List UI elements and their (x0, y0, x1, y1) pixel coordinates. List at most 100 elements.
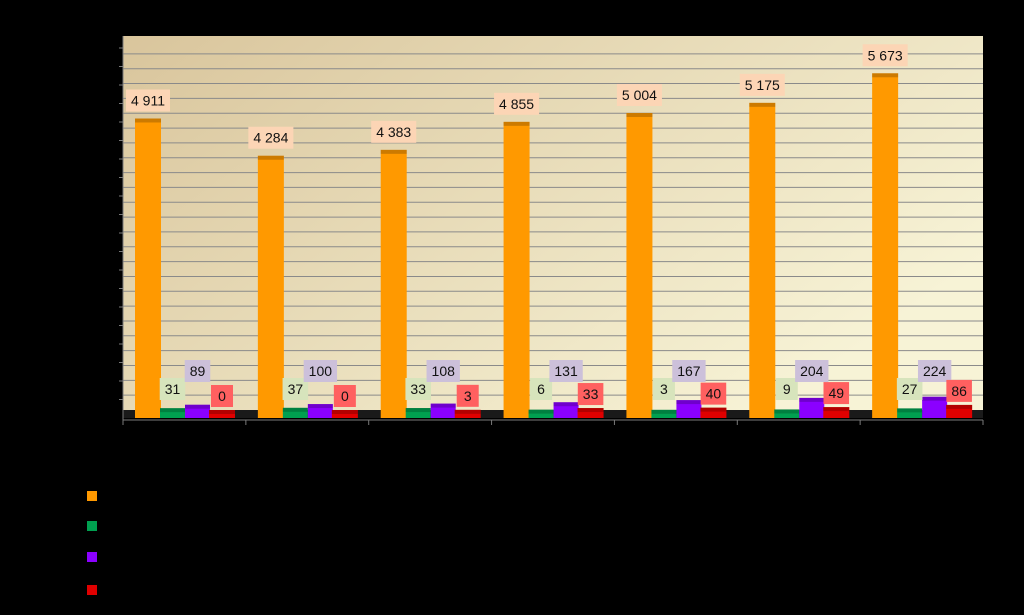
data-label: 86 (946, 379, 972, 402)
bar (823, 407, 850, 418)
bar-top-shade (185, 404, 210, 409)
data-label: 6 (530, 378, 553, 400)
bar (651, 409, 677, 418)
data-label-text: 33 (583, 386, 599, 402)
data-label-box (896, 378, 923, 400)
data-label: 33 (405, 378, 432, 400)
data-label-box (946, 379, 972, 402)
bar (749, 102, 776, 418)
data-label-text: 3 (464, 388, 472, 404)
bar-top-shade (503, 121, 530, 126)
data-label: 3 (456, 384, 479, 407)
data-label: 224 (917, 360, 952, 382)
data-label-text: 4 284 (253, 130, 288, 146)
data-label: 204 (795, 360, 829, 382)
data-label-box (917, 360, 952, 382)
bar-top-shade (749, 102, 776, 107)
data-label: 4 911 (126, 89, 170, 112)
data-label-box (652, 378, 675, 400)
data-label: 100 (303, 360, 338, 382)
data-label-box (700, 382, 727, 405)
bar (700, 407, 727, 418)
data-label-box (333, 385, 356, 407)
bar (257, 155, 284, 418)
legend-marker (87, 491, 97, 501)
data-label: 5 673 (862, 44, 908, 67)
bar (185, 404, 210, 418)
bar (946, 404, 973, 418)
data-label: 4 855 (494, 92, 540, 115)
bar-top-shade (430, 403, 456, 408)
data-label: 5 175 (739, 73, 785, 96)
bar-top-shade (872, 73, 899, 78)
data-label-text: 27 (902, 381, 918, 397)
bar-top-shade (553, 402, 579, 407)
bar (528, 409, 554, 418)
data-label-text: 9 (783, 381, 791, 397)
bar (380, 149, 407, 418)
bar-top-shade (282, 407, 308, 412)
data-label-box (303, 360, 338, 382)
data-label-text: 204 (800, 363, 824, 379)
data-label: 9 (775, 378, 798, 400)
data-label-box (126, 89, 170, 112)
data-label-box (494, 92, 540, 115)
data-label-text: 108 (432, 363, 456, 379)
data-label-text: 0 (218, 388, 226, 404)
data-label-text: 33 (410, 381, 426, 397)
data-label-text: 100 (309, 363, 333, 379)
data-label-text: 167 (677, 363, 701, 379)
data-label-text: 40 (706, 386, 722, 402)
data-label-text: 4 855 (499, 96, 534, 112)
data-label-text: 5 673 (868, 47, 903, 63)
bar-top-shade (577, 408, 604, 413)
data-label: 37 (282, 378, 309, 400)
bar (626, 112, 653, 418)
bar-top-shade (209, 410, 235, 414)
bar (553, 402, 579, 418)
data-label: 27 (896, 378, 923, 400)
data-label: 40 (700, 382, 727, 405)
data-label-text: 4 911 (131, 93, 165, 109)
bar-top-shade (528, 409, 554, 414)
data-label: 3 (652, 378, 675, 400)
bar-top-shade (676, 400, 702, 405)
bar (872, 73, 899, 418)
data-label-box (456, 384, 479, 407)
plot-area (123, 36, 983, 410)
data-label-text: 224 (923, 363, 947, 379)
data-label: 4 383 (371, 120, 417, 143)
bar-top-shade (946, 404, 973, 409)
legend-marker (87, 521, 97, 531)
bar (676, 400, 702, 418)
data-label-text: 131 (554, 363, 578, 379)
data-labels: 4 911 4 284 4 383 4 855 5 004 5 175 5 673 31 37 3… (126, 44, 972, 407)
bar (209, 410, 235, 418)
data-label-text: 5 175 (745, 77, 780, 93)
bar-top-shade (307, 404, 333, 409)
bar (799, 397, 825, 418)
data-label: 31 (159, 378, 186, 400)
data-label: 131 (549, 360, 583, 382)
bar (503, 121, 530, 418)
bar (331, 410, 358, 418)
data-label-text: 4 383 (376, 124, 411, 140)
bar-top-shade (922, 396, 948, 401)
bar (430, 403, 456, 418)
legend-marker (87, 585, 97, 595)
bar-top-shade (257, 155, 284, 160)
data-label-text: 49 (828, 385, 844, 401)
bar (282, 407, 308, 418)
data-label-box (862, 44, 908, 67)
bars (135, 73, 973, 418)
bar-top-shade (160, 408, 185, 413)
data-label-box (823, 382, 850, 405)
data-label-box (549, 360, 583, 382)
data-label-text: 5 004 (622, 87, 657, 103)
data-label-box (159, 378, 186, 400)
bar-top-shade (380, 149, 407, 154)
bar (135, 118, 161, 418)
data-label: 167 (672, 360, 706, 382)
data-label-box (739, 73, 785, 96)
data-label: 0 (333, 385, 356, 407)
